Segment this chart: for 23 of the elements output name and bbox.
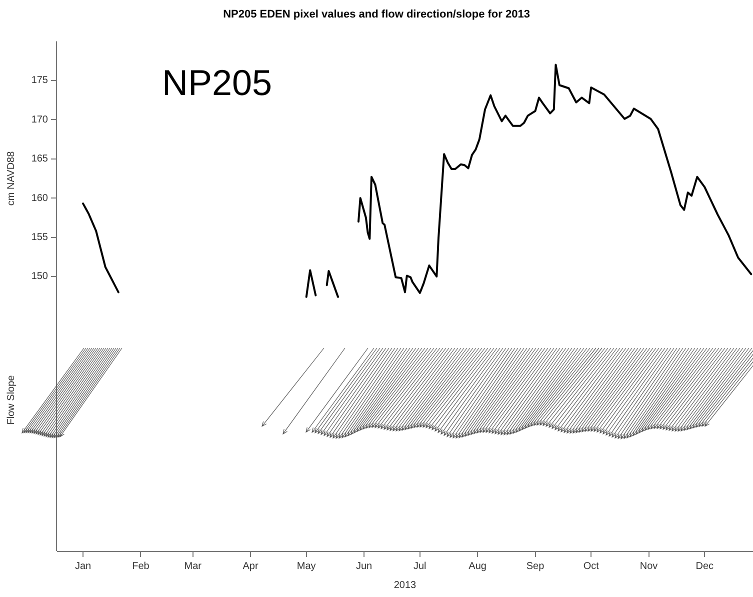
- x-axis-title: 2013: [394, 580, 417, 591]
- y-tick-label: 160: [31, 192, 48, 204]
- x-tick-label: Dec: [696, 560, 714, 572]
- x-tick-label: Jan: [74, 560, 92, 572]
- y-tick-label: 175: [31, 75, 48, 86]
- x-tick-label: Sep: [526, 560, 545, 572]
- y-tick-label: 150: [31, 271, 48, 282]
- x-tick-label: Jul: [413, 560, 426, 572]
- x-tick-label: Oct: [583, 560, 600, 572]
- annotation: NP205: [162, 62, 272, 103]
- x-tick-label: Mar: [184, 560, 202, 572]
- y-tick-label: 165: [31, 154, 48, 165]
- chart-title: NP205 EDEN pixel values and flow direction/slope for 2013: [223, 8, 530, 21]
- x-tick-label: Feb: [132, 560, 150, 572]
- x-tick-label: Apr: [242, 560, 259, 572]
- x-tick-label: Nov: [640, 560, 658, 572]
- text: Flow Slope: [6, 374, 17, 425]
- y-axis-title: cm NAVD88: [6, 150, 17, 206]
- x-tick-label: Aug: [468, 560, 486, 572]
- y-tick-label: 155: [31, 232, 48, 244]
- y-tick-label: 170: [31, 114, 48, 126]
- x-tick-label: Jun: [356, 560, 372, 572]
- x-tick-label: May: [296, 560, 316, 572]
